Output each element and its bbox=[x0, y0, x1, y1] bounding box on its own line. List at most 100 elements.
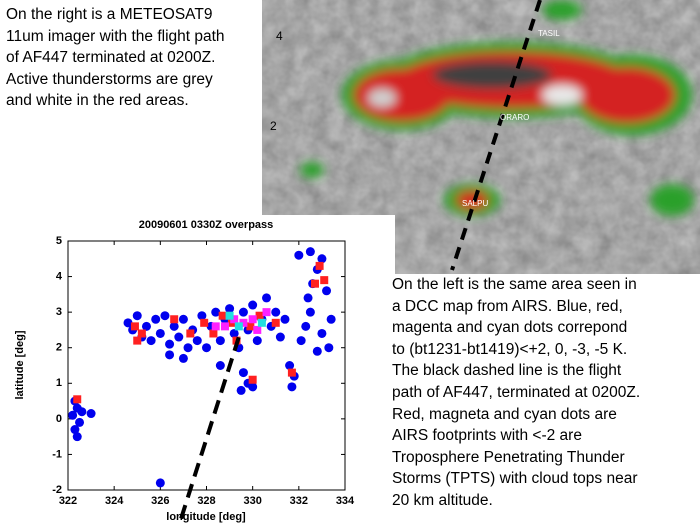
data-point bbox=[155, 478, 165, 488]
data-point bbox=[220, 322, 229, 331]
x-tick-label: 330 bbox=[243, 495, 261, 507]
data-point bbox=[146, 336, 156, 346]
text-line: and white in the red areas. bbox=[6, 92, 189, 110]
data-point bbox=[234, 322, 243, 331]
data-point bbox=[192, 336, 202, 346]
caption-text: On the left is the same area seen in a DC… bbox=[388, 274, 700, 512]
x-tick-label: 332 bbox=[290, 495, 308, 507]
station-label: ORARO bbox=[500, 113, 529, 122]
text-line: 11um imager with the flight path bbox=[6, 27, 225, 45]
y-tick-label: -2 bbox=[52, 484, 62, 496]
data-point bbox=[178, 353, 188, 363]
data-point bbox=[137, 329, 146, 338]
data-point bbox=[246, 322, 255, 331]
y-tick-label: 4 bbox=[56, 270, 63, 282]
data-point bbox=[186, 329, 195, 338]
data-point bbox=[183, 343, 193, 353]
data-point bbox=[305, 247, 315, 257]
data-point bbox=[75, 417, 85, 427]
data-point bbox=[287, 382, 297, 392]
data-point bbox=[255, 311, 264, 320]
data-point bbox=[236, 385, 246, 395]
data-point bbox=[248, 315, 257, 324]
y-tick-label: 3 bbox=[56, 306, 62, 318]
y-tick-label: 2 bbox=[56, 342, 62, 354]
text-line: Active thunderstorms are grey bbox=[6, 70, 213, 88]
data-point bbox=[248, 300, 258, 310]
data-point bbox=[280, 314, 290, 324]
station-label: SALPU bbox=[462, 199, 488, 208]
chart-title: 20090601 0330Z overpass bbox=[139, 219, 274, 231]
data-point bbox=[248, 375, 257, 384]
flight-path-line bbox=[179, 329, 244, 520]
data-point bbox=[312, 346, 322, 356]
text-line: path of AF447, terminated at 0200Z. bbox=[392, 383, 641, 401]
data-point bbox=[271, 318, 280, 327]
text-line: On the left is the same area seen in bbox=[392, 276, 637, 293]
text-line: Troposphere Penetrating Thunder bbox=[392, 448, 625, 466]
data-point bbox=[200, 318, 209, 327]
satellite-image: 4 2 TASIL ORARO SALPU bbox=[262, 0, 700, 275]
data-point bbox=[209, 329, 218, 338]
data-point bbox=[165, 350, 175, 360]
data-point bbox=[262, 308, 271, 317]
data-point bbox=[165, 339, 175, 349]
data-point bbox=[301, 321, 311, 331]
data-point bbox=[130, 322, 139, 331]
data-point bbox=[225, 311, 234, 320]
data-point bbox=[141, 321, 151, 331]
data-point bbox=[238, 307, 248, 317]
data-point bbox=[73, 395, 82, 404]
flight-path bbox=[450, 0, 542, 271]
x-axis-label: longitude [deg] bbox=[166, 511, 246, 523]
data-point bbox=[211, 322, 220, 331]
data-point bbox=[317, 254, 327, 264]
data-point bbox=[215, 361, 225, 370]
text-line: Storms (TPTS) with cloud tops near bbox=[392, 470, 638, 488]
data-point bbox=[252, 336, 262, 346]
x-tick-label: 334 bbox=[336, 495, 355, 507]
plot-frame bbox=[67, 240, 346, 491]
data-point bbox=[322, 286, 332, 296]
data-point bbox=[211, 307, 221, 317]
data-point bbox=[238, 368, 248, 378]
data-point bbox=[169, 321, 179, 331]
intro-text: On the right is a METEOSAT9 11um imager w… bbox=[6, 4, 225, 112]
x-tick-label: 326 bbox=[151, 495, 169, 507]
data-point bbox=[310, 279, 319, 288]
text-line: AIRS footprints with <-2 are bbox=[392, 427, 582, 445]
data-point bbox=[275, 332, 285, 342]
data-point bbox=[320, 276, 329, 285]
text-line: Red, magneta and cyan dots are bbox=[392, 405, 617, 423]
text-line: to (bt1231-bt1419)<+2, 0, -3, -5 K. bbox=[392, 340, 628, 358]
data-point bbox=[324, 343, 334, 353]
data-point bbox=[202, 343, 211, 353]
data-point bbox=[72, 432, 82, 442]
chart: 20090601 0330Z overpass longitude [deg] … bbox=[0, 215, 395, 525]
text-line: magenta and cyan dots correpond bbox=[392, 319, 628, 337]
data-point bbox=[151, 314, 161, 324]
text-line: a DCC map from AIRS. Blue, red, bbox=[392, 297, 623, 315]
data-point bbox=[303, 293, 313, 303]
text-line: of AF447 terminated at 0200Z. bbox=[6, 49, 216, 67]
data-point bbox=[230, 315, 239, 324]
y-tick-label: 0 bbox=[56, 413, 62, 425]
data-point bbox=[174, 332, 184, 342]
y-axis-label: latitude [deg] bbox=[14, 330, 26, 399]
lat-label: 4 bbox=[276, 29, 283, 43]
data-point bbox=[257, 318, 266, 327]
x-tick-label: 322 bbox=[59, 495, 77, 507]
y-tick-label: 5 bbox=[56, 235, 62, 247]
data-point bbox=[68, 410, 78, 420]
data-point bbox=[287, 368, 296, 377]
x-tick-label: 324 bbox=[105, 495, 124, 507]
data-point bbox=[218, 311, 227, 320]
data-point bbox=[271, 307, 281, 317]
data-point bbox=[253, 325, 262, 334]
data-point bbox=[315, 261, 324, 270]
data-point bbox=[317, 328, 327, 338]
data-point bbox=[197, 311, 207, 321]
data-point bbox=[70, 425, 80, 435]
data-point bbox=[178, 314, 188, 324]
text-line: On the right is a METEOSAT9 bbox=[6, 6, 213, 23]
